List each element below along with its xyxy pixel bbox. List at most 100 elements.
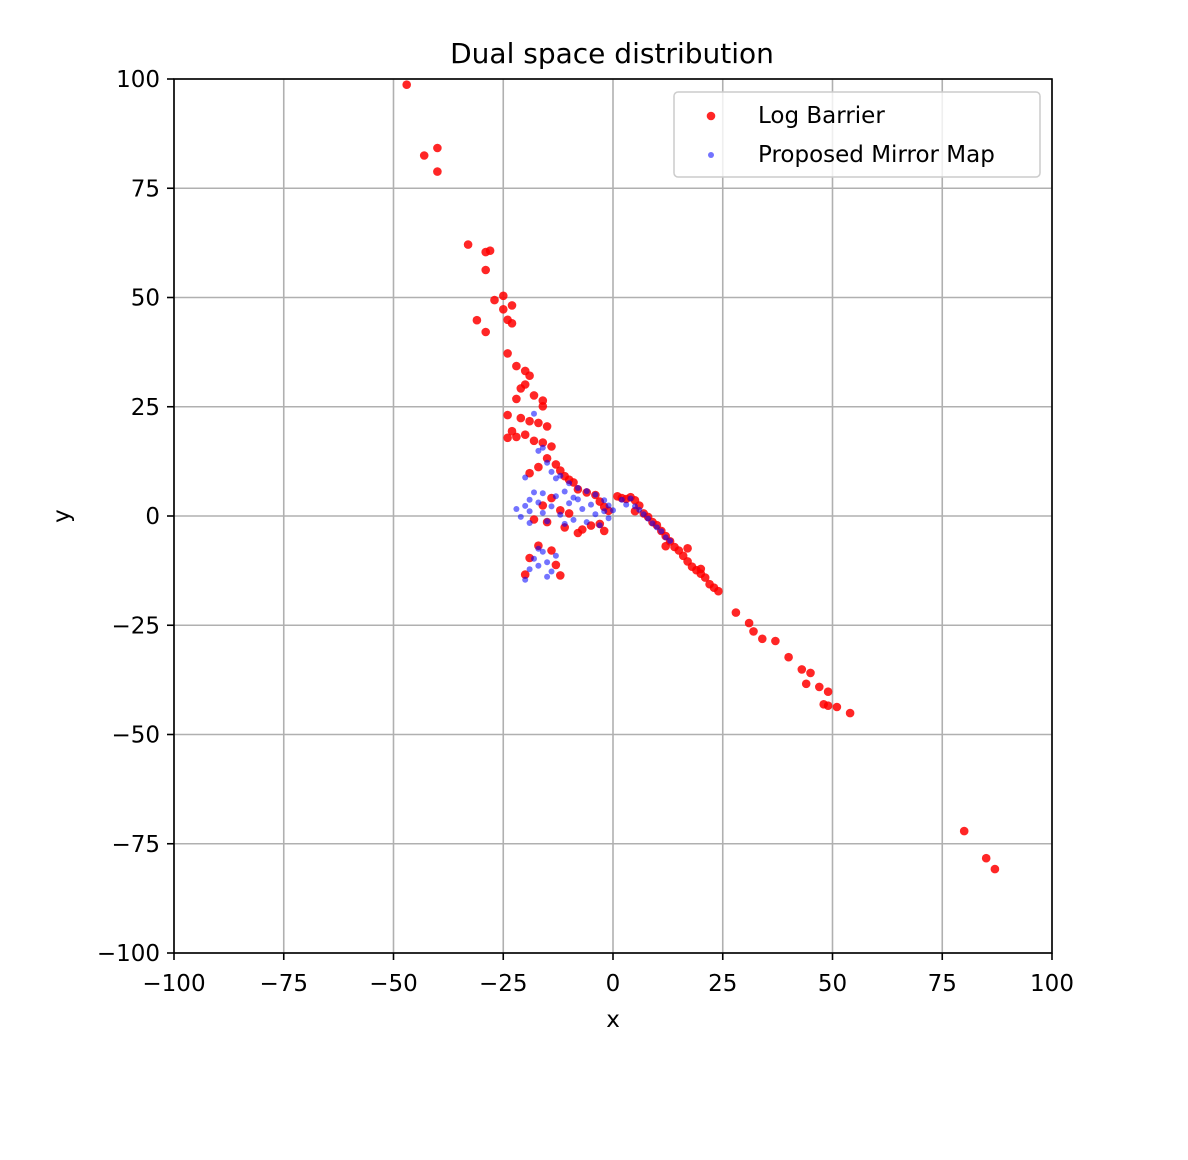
log-barrier-point: [520, 570, 530, 579]
log-barrier-point: [573, 528, 583, 538]
mirror-map-point: [548, 468, 555, 475]
log-barrier-point: [731, 608, 741, 617]
log-barrier-point: [551, 460, 561, 469]
mirror-map-point: [526, 496, 533, 503]
log-barrier-point: [801, 679, 811, 689]
mirror-map-point: [531, 489, 537, 496]
x-tick-label: 50: [818, 971, 847, 997]
mirror-map-point: [552, 552, 559, 559]
x-tick-label: 75: [928, 971, 957, 997]
mirror-map-point: [605, 515, 612, 522]
mirror-map-point: [653, 524, 660, 531]
log-barrier-point: [525, 371, 534, 381]
log-barrier-point: [683, 544, 692, 553]
mirror-map-point: [610, 507, 616, 514]
mirror-map-point: [570, 516, 577, 523]
mirror-map-point: [517, 513, 524, 520]
log-barrier-point: [797, 665, 807, 674]
log-barrier-point: [556, 506, 565, 515]
log-barrier-point: [503, 433, 512, 443]
log-barrier-point: [516, 384, 526, 393]
mirror-map-point: [649, 520, 656, 527]
mirror-map-point: [645, 515, 652, 522]
mirror-map-point: [539, 490, 546, 497]
x-tick-label: −100: [142, 971, 205, 997]
mirror-map-point: [592, 511, 599, 518]
axis-ticks: −100 −75 −50 −25 0 25 50 75 100 −100 −75 −50 −25 0 25 5…: [97, 67, 1074, 997]
x-tick-label: 0: [606, 971, 621, 997]
mirror-map-point: [618, 496, 625, 503]
mirror-map-point: [640, 511, 647, 518]
x-tick-label: 25: [708, 971, 737, 997]
log-barrier-point: [529, 391, 539, 400]
y-tick-label: −25: [111, 613, 160, 639]
log-barrier-point: [503, 410, 512, 420]
mirror-map-point: [601, 508, 608, 515]
log-barrier-point: [538, 402, 548, 411]
y-tick-label: 50: [131, 286, 160, 312]
mirror-map-point: [592, 491, 599, 498]
mirror-map-point: [583, 488, 590, 495]
x-tick-label: −25: [479, 971, 528, 997]
mirror-map-point: [535, 499, 542, 506]
mirror-map-point: [662, 534, 669, 541]
mirror-map-point: [605, 502, 612, 509]
log-barrier-point: [529, 436, 539, 446]
mirror-map-point: [522, 576, 529, 583]
mirror-map-point: [561, 520, 568, 527]
log-barrier-point: [547, 546, 556, 555]
log-barrier-point: [419, 151, 429, 160]
mirror-map-point: [535, 447, 542, 454]
mirror-map-point: [552, 493, 559, 500]
x-tick-label: −50: [369, 971, 418, 997]
log-barrier-point: [525, 416, 534, 426]
mirror-map-point: [531, 555, 537, 562]
y-tick-label: 0: [145, 504, 160, 530]
mirror-map-point: [522, 502, 529, 509]
mirror-map-point: [544, 518, 551, 525]
log-barrier-point: [485, 246, 495, 255]
mirror-map-point: [574, 485, 581, 491]
log-barrier-point: [507, 319, 517, 328]
y-tick-label: −75: [111, 832, 160, 858]
mirror-map-point: [557, 511, 564, 518]
log-barrier-point: [551, 560, 561, 570]
log-barrier-point: [534, 418, 543, 428]
log-barrier-point: [771, 636, 780, 646]
mirror-map-point: [636, 506, 643, 513]
mirror-map-point: [658, 528, 665, 535]
legend-marker-log-barrier: [706, 111, 716, 121]
log-barrier-point: [661, 541, 670, 551]
mirror-map-point: [539, 509, 546, 516]
log-barrier-point: [490, 295, 499, 305]
mirror-map-point: [588, 501, 594, 508]
log-barrier-point: [744, 618, 754, 628]
log-barrier-point: [981, 853, 991, 863]
mirror-map-point: [535, 545, 542, 552]
data-points: [402, 80, 1000, 874]
log-barrier-point: [538, 438, 548, 447]
mirror-map-point: [544, 459, 551, 466]
y-tick-label: 100: [116, 67, 160, 93]
legend-label-proposed-mirror-map: Proposed Mirror Map: [758, 142, 995, 168]
mirror-map-point: [548, 568, 555, 575]
log-barrier-point: [542, 454, 552, 463]
mirror-map-point: [570, 494, 577, 501]
mirror-map-point: [539, 444, 546, 451]
log-barrier-point: [845, 708, 855, 718]
log-barrier-point: [599, 526, 609, 536]
log-barrier-point: [815, 682, 824, 692]
mirror-map-point: [601, 497, 608, 504]
log-barrier-point: [823, 687, 833, 696]
mirror-map-point: [539, 548, 546, 555]
log-barrier-point: [714, 586, 723, 596]
log-barrier-point: [433, 167, 442, 176]
log-barrier-point: [512, 394, 521, 404]
log-barrier-point: [433, 143, 442, 153]
log-barrier-point: [503, 349, 512, 358]
y-axis-label: y: [49, 509, 75, 523]
log-barrier-point: [784, 652, 793, 662]
legend-marker-proposed-mirror-map: [708, 152, 714, 158]
